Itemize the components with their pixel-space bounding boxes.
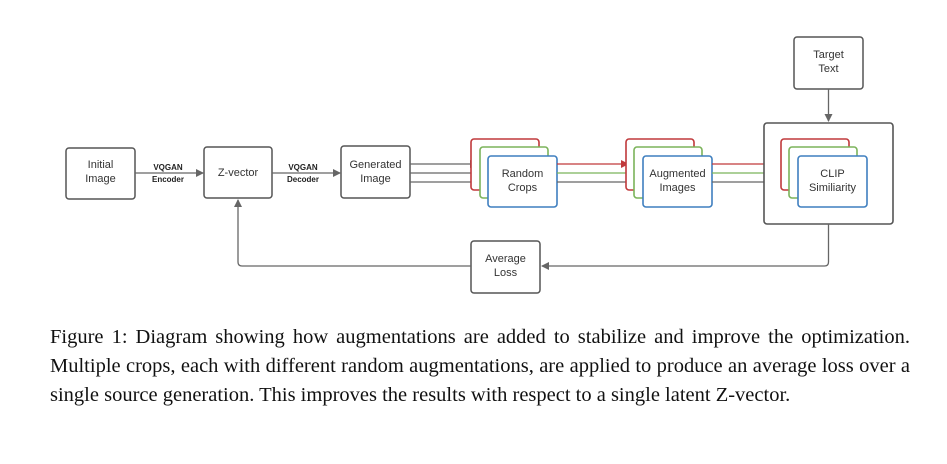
z-vector-node: Z-vector: [203, 146, 273, 199]
decoder-label-1: VQGAN: [288, 163, 318, 172]
augmented-images-label-2: Images: [659, 182, 696, 194]
clip-similarity-label-1: CLIP: [820, 168, 844, 180]
encoder-label-2: Encoder: [152, 175, 184, 184]
average-loss-label-2: Loss: [494, 267, 518, 279]
generated-image-node: Generated Image: [340, 145, 411, 199]
target-text-node: Target Text: [793, 36, 864, 90]
augmented-images-label-1: Augmented: [649, 168, 705, 180]
encoder-label-1: VQGAN: [153, 163, 183, 172]
target-text-label-2: Text: [818, 63, 838, 75]
augmented-images-stack: Augmented Images: [625, 138, 713, 208]
decoder-label-2: Decoder: [287, 175, 319, 184]
random-crops-label-2: Crops: [508, 182, 538, 194]
augmentation-pipeline-diagram: Initial Image VQGAN Encoder Z-vector VQG…: [65, 36, 894, 294]
clip-similarity-label-2: Similiarity: [809, 182, 857, 194]
clip-to-loss-arrow: [541, 224, 830, 270]
target-text-label-1: Target: [813, 49, 844, 61]
clip-similarity-stack: CLIP Similiarity: [780, 138, 868, 208]
loss-to-zvector-arrow: [234, 199, 471, 267]
figure-caption: Figure 1: Diagram showing how augmentati…: [50, 326, 910, 406]
generated-image-label-2: Image: [360, 173, 391, 185]
random-crops-stack: Random Crops: [470, 138, 558, 208]
z-vector-label: Z-vector: [218, 167, 259, 179]
random-crops-label-1: Random: [502, 168, 544, 180]
initial-image-label-1: Initial: [88, 159, 114, 171]
initial-image-label-2: Image: [85, 173, 116, 185]
generated-image-label-1: Generated: [350, 159, 402, 171]
initial-image-node: Initial Image: [65, 147, 136, 200]
average-loss-label-1: Average: [485, 253, 526, 265]
average-loss-node: Average Loss: [470, 240, 541, 294]
